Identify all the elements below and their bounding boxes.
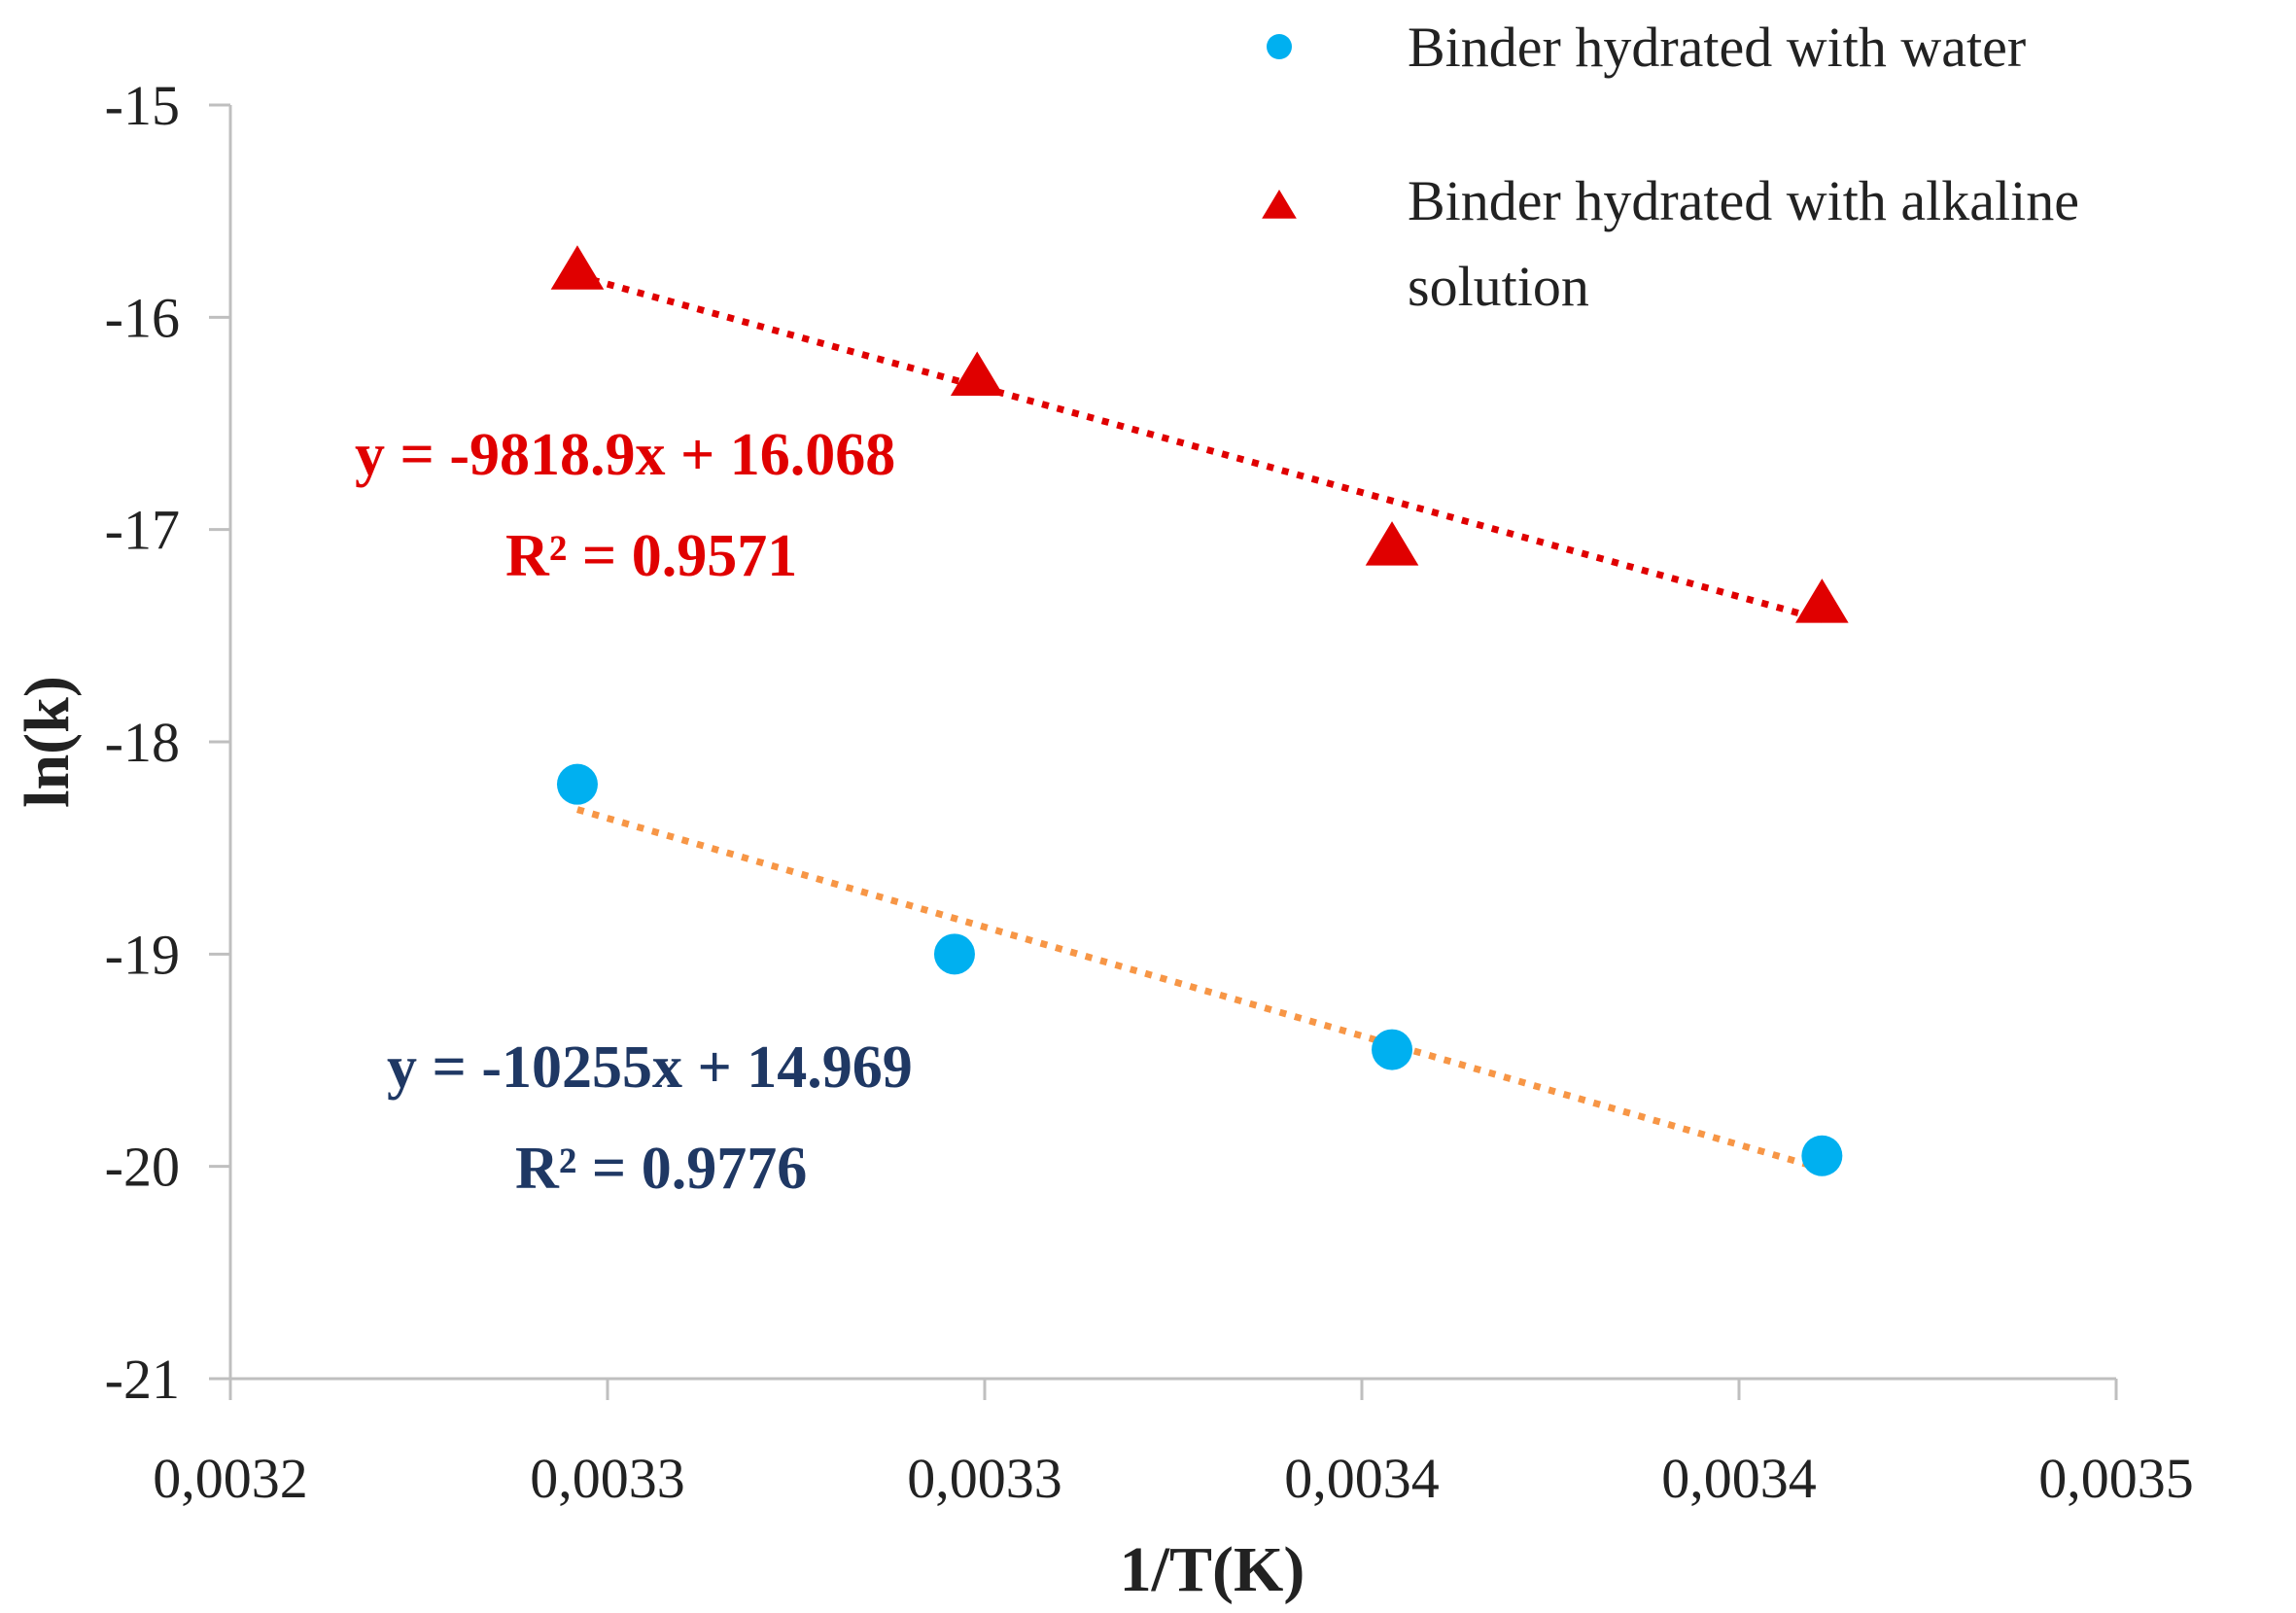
legend-label-alkaline-line1: Binder hydrated with alkaline	[1408, 169, 2079, 232]
legend-marker-water	[1267, 34, 1292, 59]
trendlines	[575, 272, 1824, 1173]
trendline-water	[575, 806, 1824, 1173]
trendline-r2: R² = 0.9776	[515, 1136, 807, 1202]
x-tick-label: 0,0034	[1661, 1447, 1817, 1510]
y-tick-label: -16	[105, 286, 180, 349]
data-point-alkaline	[550, 245, 605, 290]
trendline-equation: y = -10255x + 14.969	[387, 1034, 913, 1101]
data-point-alkaline	[1795, 579, 1849, 623]
data-point-water	[933, 933, 975, 975]
data-points	[550, 245, 1849, 1176]
y-axis-title: ln(k)	[12, 676, 83, 808]
trendline-r2: R² = 0.9571	[505, 523, 797, 589]
x-tick-label: 0,0035	[2038, 1447, 2194, 1510]
y-tick-label: -17	[105, 499, 180, 562]
legend-label-water: Binder hydrated with water	[1408, 16, 2026, 79]
axes: -15 -16 -17 -18 -19 -20 -21 0,0032 0,0033 0,0033 0…	[12, 74, 2194, 1605]
x-axis-title: 1/T(K)	[1120, 1534, 1305, 1605]
data-point-alkaline	[1365, 521, 1419, 566]
legend-marker-alkaline	[1262, 190, 1297, 219]
x-tick-label: 0,0034	[1284, 1447, 1440, 1510]
legend-label-alkaline-line2: solution	[1408, 255, 1589, 318]
y-tick-label: -15	[105, 74, 180, 137]
x-tick-label: 0,0033	[907, 1447, 1062, 1510]
x-tick-label: 0,0033	[530, 1447, 685, 1510]
data-point-water	[1372, 1029, 1413, 1070]
y-tick-label: -19	[105, 923, 180, 986]
data-point-water	[1801, 1135, 1843, 1176]
legend: Binder hydrated with water Binder hydrate…	[1262, 16, 2079, 318]
y-tick-label: -20	[105, 1136, 180, 1199]
equation-labels: y = -10255x + 14.969 R² = 0.9776 y = -9818…	[355, 422, 913, 1202]
data-point-alkaline	[950, 351, 1004, 396]
y-tick-label: -21	[105, 1348, 180, 1411]
y-tick-label: -18	[105, 711, 180, 774]
trendline-equation: y = -9818.9x + 16.068	[355, 422, 895, 488]
data-point-water	[556, 763, 598, 805]
x-tick-label: 0,0032	[153, 1447, 308, 1510]
trendline-alkaline	[576, 272, 1824, 623]
